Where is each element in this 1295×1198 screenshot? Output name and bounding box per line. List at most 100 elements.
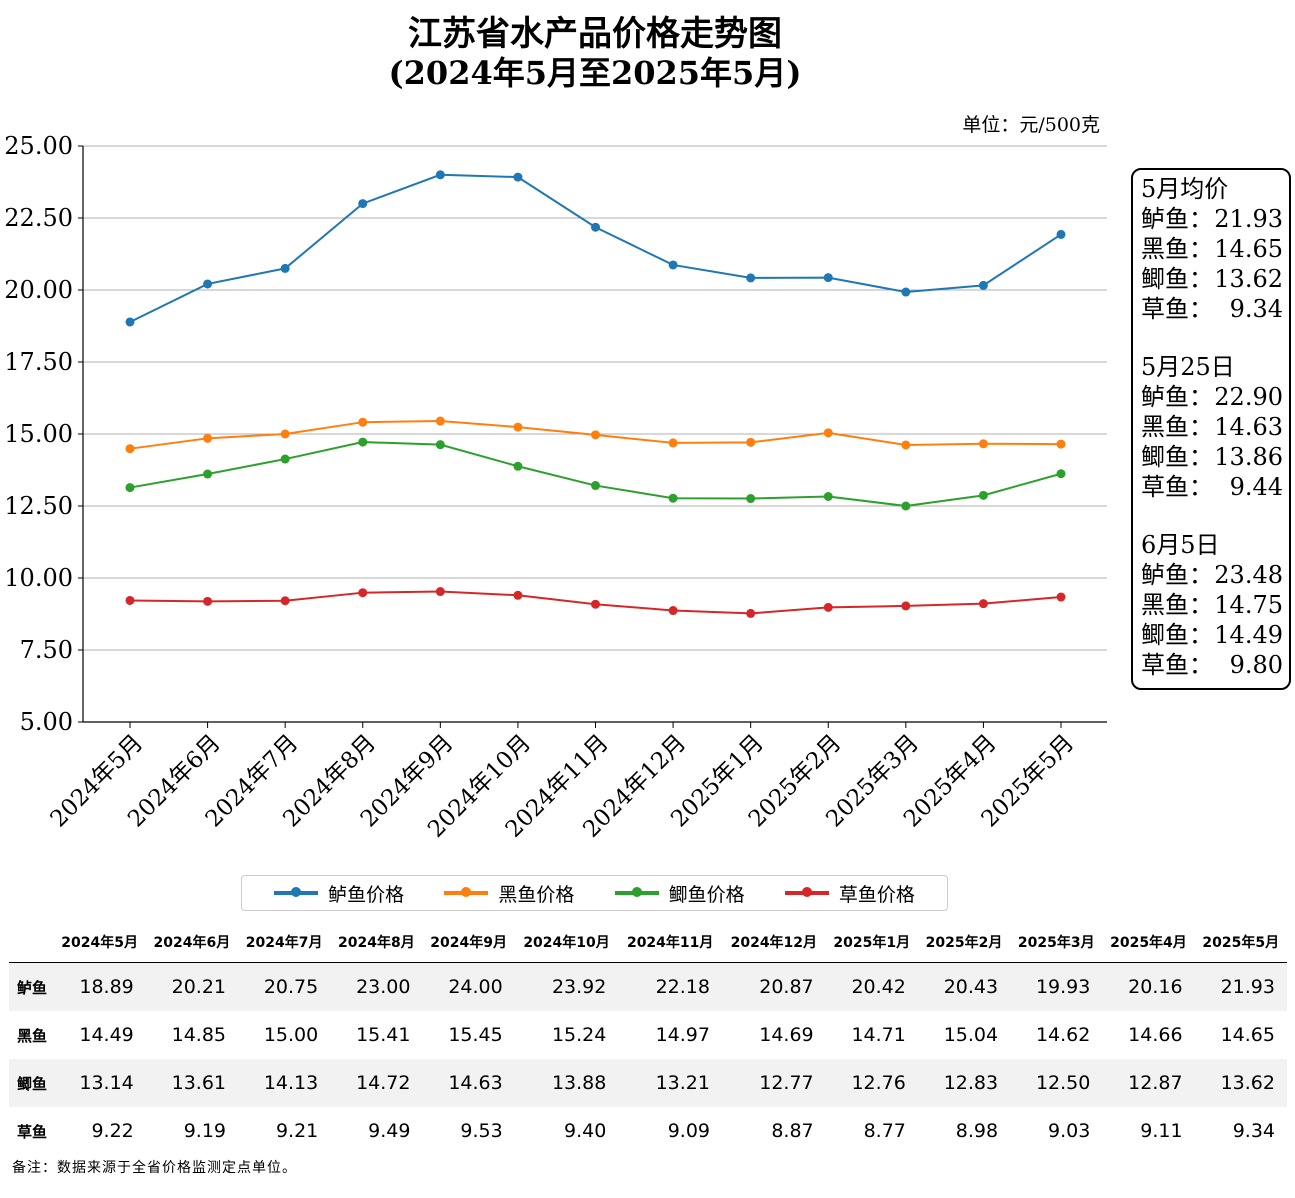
data-point xyxy=(513,172,523,182)
table-cell: 15.45 xyxy=(448,1024,503,1046)
stats-fish-name: 鲈鱼： xyxy=(1141,561,1213,589)
table-cell: 14.66 xyxy=(1128,1024,1183,1046)
data-point xyxy=(435,416,445,426)
table-column-header: 2024年12月 xyxy=(722,922,826,963)
data-point xyxy=(823,428,833,438)
stats-value: 14.75 xyxy=(1214,591,1283,619)
table-column-header: 2025年1月 xyxy=(825,922,918,963)
stats-row: 草鱼： 9.34 xyxy=(1141,294,1283,324)
data-point xyxy=(591,222,600,232)
stats-value: 9.34 xyxy=(1229,295,1283,323)
data-point xyxy=(978,599,988,609)
table-cell: 13.62 xyxy=(1194,1059,1287,1107)
legend-swatch xyxy=(614,887,659,897)
stats-fish-name: 鲈鱼： xyxy=(1141,383,1213,411)
table-cell: 14.62 xyxy=(1035,1024,1091,1046)
data-point xyxy=(358,588,368,598)
table-cell: 19.93 xyxy=(1010,962,1103,1011)
stats-fish-name: 草鱼： xyxy=(1141,473,1213,501)
legend-swatch xyxy=(274,887,319,897)
table-cell: 14.49 xyxy=(79,1024,134,1046)
data-point xyxy=(358,437,368,447)
data-point xyxy=(746,437,756,447)
table-column-header: 2024年11月 xyxy=(618,922,722,963)
stats-fish-name: 草鱼： xyxy=(1141,651,1213,679)
y-tick-label: 17.50 xyxy=(4,348,73,376)
data-point xyxy=(1056,439,1066,449)
table-column-header: 2024年9月 xyxy=(422,922,515,963)
legend-item-snakehead: 黑鱼价格 xyxy=(444,880,574,907)
legend-item-bass: 鲈鱼价格 xyxy=(274,880,404,907)
data-point xyxy=(1056,592,1066,602)
table-cell: 9.19 xyxy=(183,1120,227,1142)
data-point xyxy=(746,608,756,618)
data-point xyxy=(668,493,678,503)
stats-row: 黑鱼： 14.63 xyxy=(1141,412,1283,442)
table-cell: 14.72 xyxy=(330,1059,423,1107)
legend-label: 鲈鱼价格 xyxy=(328,883,405,906)
data-point xyxy=(203,596,213,606)
data-point xyxy=(823,602,833,612)
legend-label: 鲫鱼价格 xyxy=(668,883,745,906)
table-cell: 14.85 xyxy=(171,1024,227,1046)
table-cell: 20.21 xyxy=(145,962,239,1011)
table-cell: 22.18 xyxy=(618,962,722,1011)
table-cell: 18.89 xyxy=(53,962,146,1011)
data-point xyxy=(823,491,833,501)
stats-row: 鲈鱼： 22.90 xyxy=(1141,382,1283,412)
table-row: 鲫鱼 13.14 13.61 14.13 14.72 14.63 13.88 13.21 12.… xyxy=(9,1059,1287,1107)
stats-fish-name: 鲫鱼： xyxy=(1141,265,1213,293)
legend-item-grass-carp: 草鱼价格 xyxy=(784,880,915,907)
data-point xyxy=(978,280,988,290)
data-point xyxy=(435,170,445,180)
stats-row: 草鱼： 9.44 xyxy=(1141,472,1283,502)
data-point xyxy=(746,273,756,283)
table-cell: 15.24 xyxy=(551,1024,607,1046)
data-point xyxy=(125,483,135,493)
table-column-header: 2024年6月 xyxy=(145,922,239,963)
table-cell: 9.49 xyxy=(368,1120,411,1142)
table-header-row: 2024年5月 2024年6月 2024年7月 2024年8月 2024年9月 2024年… xyxy=(9,922,1287,963)
table-cell: 12.83 xyxy=(917,1059,1011,1107)
table-cell: 20.75 xyxy=(238,962,331,1011)
data-point xyxy=(358,417,368,427)
table-cell: 9.22 xyxy=(91,1120,134,1142)
table-column-header: 2024年5月 xyxy=(53,922,146,963)
table-cell: 9.53 xyxy=(460,1120,503,1142)
table-column-header: 2025年4月 xyxy=(1102,922,1195,963)
unit-label: 单位：元/500克 xyxy=(962,114,1100,136)
data-point xyxy=(203,433,213,443)
data-point xyxy=(901,287,911,297)
series-line-0 xyxy=(129,173,1062,323)
table-corner-cell xyxy=(9,922,54,963)
table-cell: 20.42 xyxy=(825,962,918,1011)
table-cell: 15.00 xyxy=(263,1024,319,1046)
data-point xyxy=(280,263,290,273)
data-point xyxy=(435,587,445,597)
table-cell: 9.21 xyxy=(275,1120,319,1142)
stats-row: 鲈鱼： 23.48 xyxy=(1141,560,1283,590)
table-row: 黑鱼 14.49 14.85 15.00 15.41 15.45 15.24 14.97 14.… xyxy=(9,1011,1287,1059)
stats-row: 鲫鱼： 13.62 xyxy=(1141,264,1283,294)
table-cell: 13.61 xyxy=(145,1059,239,1107)
table-cell: 13.14 xyxy=(53,1059,146,1107)
stats-value: 13.62 xyxy=(1214,265,1283,293)
legend-swatch xyxy=(784,887,829,897)
y-tick-label: 25.00 xyxy=(4,132,73,160)
table-cell: 14.63 xyxy=(422,1059,515,1107)
data-point xyxy=(280,596,290,606)
stats-group-title: 5月25日 xyxy=(1141,353,1235,381)
stats-fish-name: 草鱼： xyxy=(1141,295,1213,323)
data-point xyxy=(125,595,135,605)
table-cell: 14.97 xyxy=(655,1024,710,1046)
data-point xyxy=(125,317,135,327)
stats-fish-name: 黑鱼： xyxy=(1141,591,1213,619)
data-point xyxy=(513,590,523,600)
table-cell: 12.76 xyxy=(825,1059,918,1107)
table-cell: 14.71 xyxy=(851,1024,906,1046)
stats-value: 14.65 xyxy=(1214,235,1283,263)
chart-title: 江苏省水产品价格走势图 xyxy=(408,14,782,54)
stats-fish-name: 鲫鱼： xyxy=(1141,621,1213,649)
stats-group-title: 5月均价 xyxy=(1141,175,1229,203)
price-table-wrapper: 2024年5月 2024年6月 2024年7月 2024年8月 2024年9月 2024年… xyxy=(9,922,1287,1155)
